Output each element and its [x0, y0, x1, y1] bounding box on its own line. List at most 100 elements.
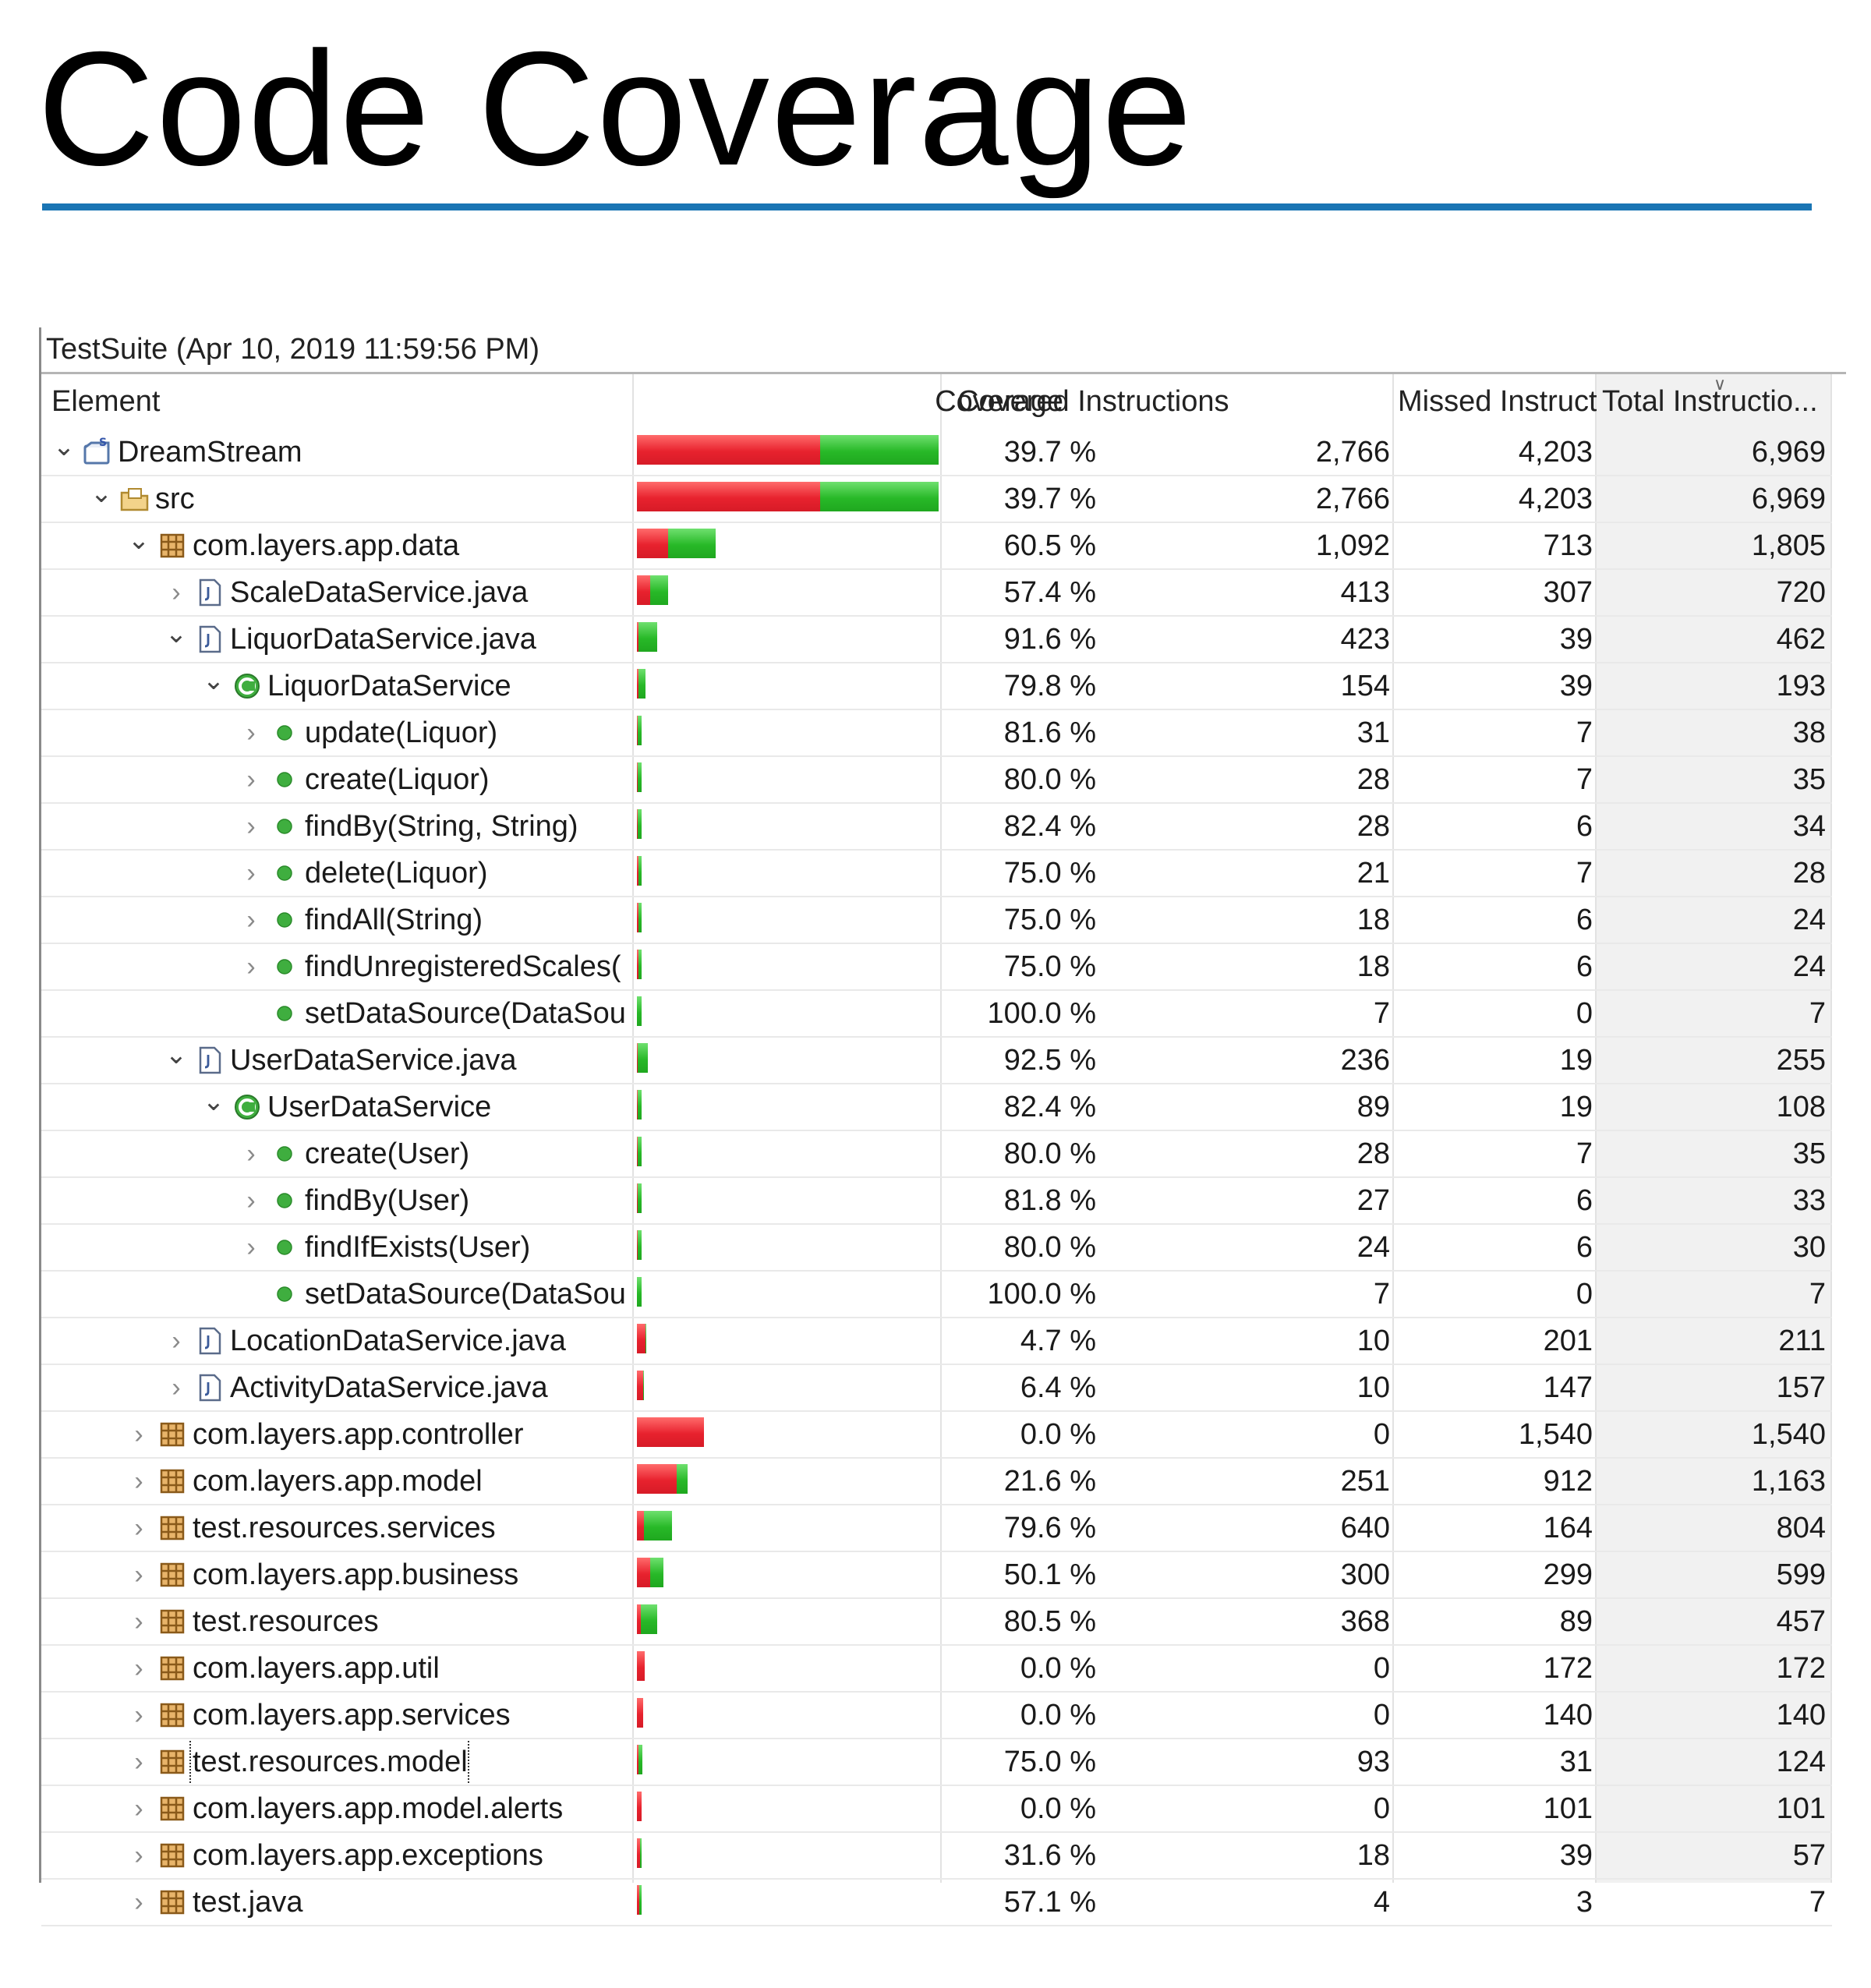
element-label[interactable]: LiquorDataService.java [230, 623, 536, 656]
expand-chevron-icon[interactable]: › [134, 1794, 143, 1824]
element-label[interactable]: com.layers.app.util [193, 1652, 440, 1685]
table-row[interactable]: ⌄ LiquorDataService 79.8 % 154 39 193 [41, 663, 1832, 710]
table-row[interactable]: setDataSource(DataSou 100.0 % 7 0 7 [41, 1272, 1832, 1318]
expand-chevron-icon[interactable]: › [246, 952, 256, 982]
table-row[interactable]: › create(User) 80.0 % 28 7 35 [41, 1131, 1832, 1178]
expand-chevron-icon[interactable]: › [246, 1233, 256, 1262]
collapse-chevron-icon[interactable]: ⌄ [202, 666, 225, 695]
expand-chevron-icon[interactable]: › [172, 1326, 181, 1356]
element-label[interactable]: test.resources.model [189, 1739, 469, 1785]
element-label[interactable]: com.layers.app.business [193, 1558, 519, 1591]
element-label[interactable]: com.layers.app.exceptions [193, 1839, 543, 1872]
table-row[interactable]: ⌄ com.layers.app.data 60.5 % 1,092 713 1,805 [41, 523, 1832, 570]
table-row[interactable]: › update(Liquor) 81.6 % 31 7 38 [41, 710, 1832, 757]
table-row[interactable]: › test.resources.model 75.0 % 93 31 124 [41, 1739, 1832, 1786]
expand-chevron-icon[interactable]: › [246, 858, 256, 888]
element-label[interactable]: UserDataService.java [230, 1044, 517, 1077]
expand-chevron-icon[interactable]: › [172, 1373, 181, 1403]
total-instructions: 457 [1776, 1605, 1826, 1638]
element-label[interactable]: create(Liquor) [305, 763, 490, 796]
table-row[interactable]: › findAll(String) 75.0 % 18 6 24 [41, 897, 1832, 944]
collapse-chevron-icon[interactable]: ⌄ [90, 479, 113, 508]
table-row[interactable]: ⌄ src 39.7 % 2,766 4,203 6,969 [41, 476, 1832, 523]
table-row[interactable]: › findIfExists(User) 80.0 % 24 6 30 [41, 1225, 1832, 1272]
element-label[interactable]: com.layers.app.services [193, 1699, 511, 1732]
element-label[interactable]: ActivityDataService.java [230, 1371, 548, 1404]
table-row[interactable]: › com.layers.app.business 50.1 % 300 299 599 [41, 1552, 1832, 1599]
collapse-chevron-icon[interactable]: ⌄ [164, 1040, 188, 1070]
expand-chevron-icon[interactable]: › [172, 578, 181, 607]
expand-chevron-icon[interactable]: › [134, 1420, 143, 1449]
element-label[interactable]: src [155, 483, 195, 515]
element-label[interactable]: update(Liquor) [305, 716, 498, 749]
column-header-total-instructions[interactable]: Total Instructio... [1602, 385, 1818, 418]
collapse-chevron-icon[interactable]: ⌄ [164, 619, 188, 649]
collapse-chevron-icon[interactable]: ⌄ [127, 525, 150, 555]
element-label[interactable]: create(User) [305, 1137, 470, 1170]
element-label[interactable]: findUnregisteredScales( [305, 950, 621, 983]
element-label[interactable]: DreamStream [118, 436, 302, 469]
expand-chevron-icon[interactable]: › [134, 1560, 143, 1590]
table-row[interactable]: › com.layers.app.services 0.0 % 0 140 140 [41, 1693, 1832, 1739]
table-row[interactable]: › delete(Liquor) 75.0 % 21 7 28 [41, 851, 1832, 897]
element-label[interactable]: ScaleDataService.java [230, 576, 529, 609]
column-header-missed-instructions[interactable]: Missed Instruct... [1398, 385, 1597, 418]
expand-chevron-icon[interactable]: › [134, 1607, 143, 1636]
element-label[interactable]: findIfExists(User) [305, 1231, 531, 1264]
element-label[interactable]: com.layers.app.controller [193, 1418, 524, 1451]
element-label[interactable]: test.java [193, 1886, 303, 1919]
expand-chevron-icon[interactable]: › [134, 1654, 143, 1683]
table-row[interactable]: › LocationDataService.java 4.7 % 10 201 211 [41, 1318, 1832, 1365]
table-row[interactable]: › com.layers.app.controller 0.0 % 0 1,540 1,5… [41, 1412, 1832, 1459]
element-label[interactable]: LiquorDataService [267, 670, 511, 702]
column-header-covered-instructions[interactable]: Covered Instructions [957, 385, 1229, 418]
table-row[interactable]: › com.layers.app.model 21.6 % 251 912 1,163 [41, 1459, 1832, 1505]
element-label[interactable]: LocationDataService.java [230, 1325, 566, 1357]
table-row[interactable]: › com.layers.app.util 0.0 % 0 172 172 [41, 1646, 1832, 1693]
table-row[interactable]: › test.resources.services 79.6 % 640 164 804 [41, 1505, 1832, 1552]
table-row[interactable]: › findUnregisteredScales(75.0 % 18 6 24 [41, 944, 1832, 991]
table-row[interactable]: › com.layers.app.model.alerts 0.0 % 0 101 101 [41, 1786, 1832, 1833]
element-label[interactable]: com.layers.app.data [193, 529, 460, 562]
expand-chevron-icon[interactable]: › [134, 1887, 143, 1917]
table-row[interactable]: › ActivityDataService.java 6.4 % 10 147 157 [41, 1365, 1832, 1412]
table-row[interactable]: setDataSource(DataSou 100.0 % 7 0 7 [41, 991, 1832, 1038]
table-row[interactable]: › test.java 57.1 % 4 3 7 [41, 1880, 1832, 1926]
expand-chevron-icon[interactable]: › [246, 1139, 256, 1169]
table-row[interactable]: › com.layers.app.exceptions 31.6 % 18 39 57 [41, 1833, 1832, 1880]
table-row[interactable]: › test.resources 80.5 % 368 89 457 [41, 1599, 1832, 1646]
expand-chevron-icon[interactable]: › [134, 1513, 143, 1543]
table-row[interactable]: › findBy(String, String) 82.4 % 28 6 34 [41, 804, 1832, 851]
element-label[interactable]: setDataSource(DataSou [305, 997, 626, 1030]
column-header-coverage[interactable]: Coverage [935, 385, 1063, 418]
table-row[interactable]: › findBy(User) 81.8 % 27 6 33 [41, 1178, 1832, 1225]
expand-chevron-icon[interactable]: › [134, 1747, 143, 1777]
expand-chevron-icon[interactable]: › [246, 812, 256, 841]
expand-chevron-icon[interactable]: › [134, 1841, 143, 1870]
expand-chevron-icon[interactable]: › [246, 718, 256, 748]
expand-chevron-icon[interactable]: › [246, 765, 256, 794]
table-row[interactable]: ⌄ UserDataService.java 92.5 % 236 19 255 [41, 1038, 1832, 1084]
expand-chevron-icon[interactable]: › [134, 1466, 143, 1496]
element-label[interactable]: setDataSource(DataSou [305, 1278, 626, 1311]
table-row[interactable]: › create(Liquor) 80.0 % 28 7 35 [41, 757, 1832, 804]
table-row[interactable]: ⌄ UserDataService 82.4 % 89 19 108 [41, 1084, 1832, 1131]
expand-chevron-icon[interactable]: › [246, 1186, 256, 1215]
collapse-chevron-icon[interactable]: ⌄ [202, 1087, 225, 1116]
collapse-chevron-icon[interactable]: ⌄ [52, 432, 76, 462]
element-label[interactable]: test.resources.services [193, 1512, 496, 1544]
element-label[interactable]: findBy(User) [305, 1184, 470, 1217]
element-label[interactable]: com.layers.app.model.alerts [193, 1792, 564, 1825]
table-row[interactable]: ⌄ S DreamStream 39.7 % 2,766 4,203 6,969 [41, 430, 1832, 476]
expand-chevron-icon[interactable]: › [246, 905, 256, 935]
column-header-element[interactable]: Element [51, 385, 161, 418]
element-label[interactable]: UserDataService [267, 1091, 492, 1123]
element-label[interactable]: delete(Liquor) [305, 857, 488, 890]
element-label[interactable]: com.layers.app.model [193, 1465, 483, 1498]
expand-chevron-icon[interactable]: › [134, 1700, 143, 1730]
element-label[interactable]: findBy(String, String) [305, 810, 578, 843]
element-label[interactable]: findAll(String) [305, 904, 483, 936]
table-row[interactable]: › ScaleDataService.java 57.4 % 413 307 720 [41, 570, 1832, 617]
element-label[interactable]: test.resources [193, 1605, 379, 1638]
table-row[interactable]: ⌄ LiquorDataService.java 91.6 % 423 39 462 [41, 617, 1832, 663]
